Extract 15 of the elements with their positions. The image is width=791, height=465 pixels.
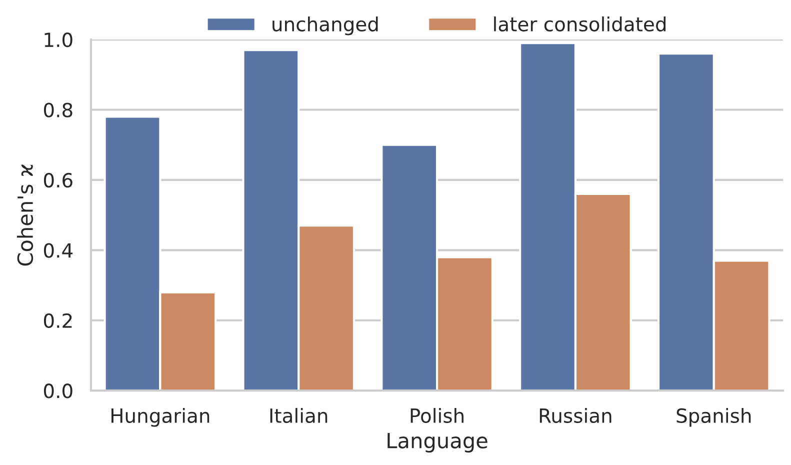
legend-label: later consolidated <box>494 16 666 32</box>
x-tick-label: Italian <box>270 408 328 424</box>
x-tick-label: Russian <box>540 408 612 424</box>
legend-label: unchanged <box>272 16 378 36</box>
x-axis-title: Language <box>388 432 488 452</box>
x-tick-label: Polish <box>410 408 464 424</box>
x-tick-label: Spanish <box>676 408 751 427</box>
y-tick-label: 0.2 <box>44 313 72 328</box>
y-tick-label: 0.8 <box>44 102 72 118</box>
y-tick-label: 0.6 <box>44 172 72 188</box>
y-tick-label: 1.0 <box>44 32 72 48</box>
x-tick-label: Hungarian <box>112 408 210 427</box>
y-tick-label: 0.0 <box>44 384 72 398</box>
y-axis-title: Cohen's ϰ <box>16 164 34 266</box>
y-tick-label: 0.4 <box>44 243 73 258</box>
